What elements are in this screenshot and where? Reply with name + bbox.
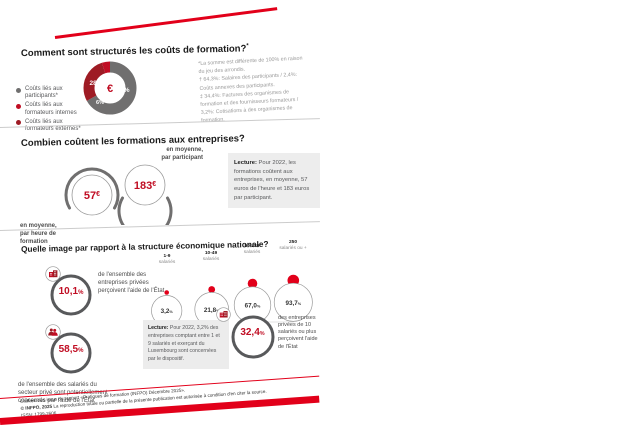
svg-text:28%: 28%	[89, 80, 102, 87]
svg-text:67%: 67%	[116, 87, 129, 94]
svg-text:€: €	[107, 83, 113, 95]
svg-text:3,2%: 3,2%	[161, 308, 174, 315]
svg-text:67,0%: 67,0%	[245, 303, 261, 310]
svg-text:6%: 6%	[96, 100, 104, 106]
svg-text:93,7%: 93,7%	[285, 300, 301, 307]
